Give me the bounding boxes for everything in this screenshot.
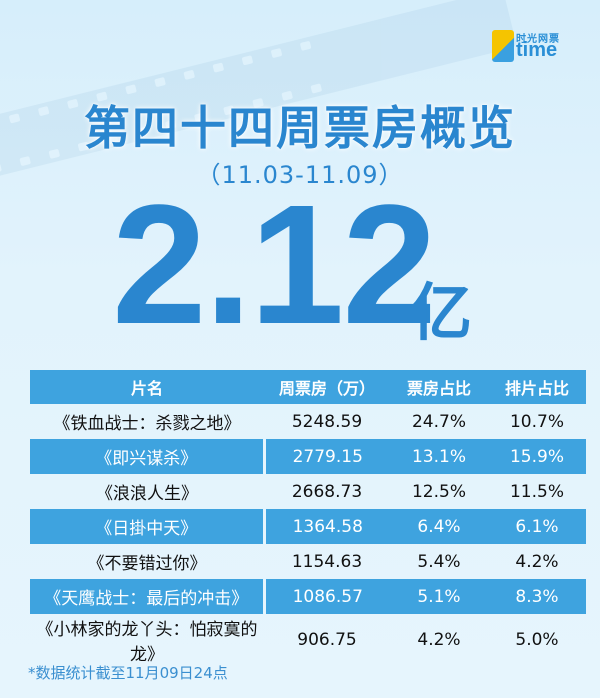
screen-share: 15.9% — [488, 439, 586, 474]
weekly-box: 5248.59 — [291, 411, 363, 432]
film-name: 《天鹰战士：最后的冲击》 — [30, 579, 266, 614]
film-name: 《浪浪人生》 — [96, 484, 198, 504]
box-share: 5.4% — [417, 551, 461, 572]
page-title: 第四十四周票房概览 — [84, 101, 516, 155]
footnote: *数据统计截至11月09日24点 — [28, 664, 228, 682]
film-name: 《不要错过你》 — [87, 554, 207, 574]
weekly-box: 1086.57 — [264, 579, 390, 614]
total-box-office-unit: 亿 — [410, 276, 473, 349]
table-row: 《不要错过你》 1154.63 5.4% 4.2% — [30, 544, 586, 579]
box-office-table: 片名 周票房（万） 票房占比 排片占比 《铁血战士：杀戮之地》 5248.59 … — [30, 370, 586, 666]
logo-cn-text: 时光网票 — [516, 34, 560, 45]
date-range: （11.03-11.09） — [196, 161, 404, 189]
weekly-box: 906.75 — [297, 630, 357, 650]
table-row: 《小林家的龙丫头：怕寂寞的龙》 906.75 4.2% 5.0% — [30, 614, 586, 666]
col-header-title: 片名 — [30, 370, 264, 404]
weekly-box: 1154.63 — [291, 551, 363, 572]
film-name: 《即兴谋杀》 — [30, 439, 266, 474]
box-share: 24.7% — [411, 411, 466, 432]
weekly-box: 2668.73 — [291, 481, 363, 502]
table-row: 《即兴谋杀》 2779.15 13.1% 15.9% — [30, 439, 586, 474]
logo-en-text: time — [516, 39, 558, 61]
col-header-screen-share: 排片占比 — [488, 370, 586, 404]
table-row: 《浪浪人生》 2668.73 12.5% 11.5% — [30, 474, 586, 509]
logo-mark-icon — [492, 30, 514, 62]
box-share: 6.4% — [390, 509, 488, 544]
total-box-office-value: 2.12 — [112, 170, 437, 360]
col-header-weekly-box: 周票房（万） — [264, 370, 390, 404]
box-share: 4.2% — [417, 630, 461, 650]
screen-share: 10.7% — [509, 411, 564, 432]
table-row: 《日掛中天》 1364.58 6.4% 6.1% — [30, 509, 586, 544]
weekly-box: 1364.58 — [264, 509, 390, 544]
weekly-box: 2779.15 — [264, 439, 390, 474]
screen-share: 11.5% — [509, 481, 564, 502]
screen-share: 6.1% — [488, 509, 586, 544]
box-share: 13.1% — [390, 439, 488, 474]
film-name: 《铁血战士：杀戮之地》 — [53, 414, 241, 434]
table-header-row: 片名 周票房（万） 票房占比 排片占比 — [30, 370, 586, 404]
table-row: 《天鹰战士：最后的冲击》 1086.57 5.1% 8.3% — [30, 579, 586, 614]
screen-share: 5.0% — [515, 630, 559, 650]
screen-share: 8.3% — [488, 579, 586, 614]
col-header-box-share: 票房占比 — [390, 370, 488, 404]
box-share: 5.1% — [390, 579, 488, 614]
box-share: 12.5% — [411, 481, 466, 502]
mtime-logo: 时光网票 time — [492, 30, 578, 64]
film-name: 《日掛中天》 — [30, 509, 266, 544]
screen-share: 4.2% — [515, 551, 559, 572]
table-row: 《铁血战士：杀戮之地》 5248.59 24.7% 10.7% — [30, 404, 586, 439]
film-name: 《小林家的龙丫头：怕寂寞的龙》 — [36, 620, 258, 665]
